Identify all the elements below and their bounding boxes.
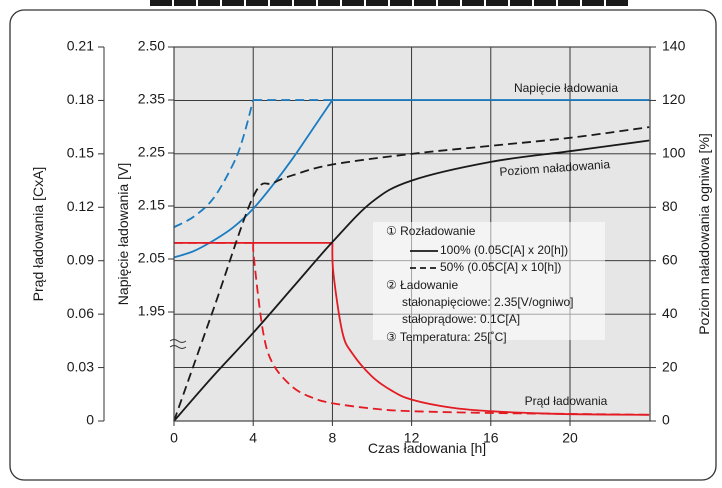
tick-label-x: 8 (329, 430, 337, 446)
tick-label-current: 0.03 (67, 358, 94, 374)
tick-label-capacity: 0 (662, 412, 670, 428)
tick-label-voltage: 2.25 (138, 144, 165, 160)
tick-label-capacity: 100 (662, 145, 686, 161)
legend-item: 50% (0.05C[A] x 10[h]) (440, 260, 561, 274)
tick-label-current: 0 (86, 412, 94, 428)
series-layer (173, 99, 650, 422)
tick-label-voltage: 2.35 (138, 91, 165, 107)
tick-label-capacity: 60 (662, 251, 678, 267)
tick-label-voltage: 2.50 (138, 38, 165, 54)
legend-item: ③ Temperatura: 25[˚C] (386, 330, 507, 344)
tick-label-current: 0.21 (67, 38, 94, 54)
series-label-current: Prąd ładowania (525, 394, 608, 408)
tick-label-capacity: 40 (662, 305, 678, 321)
series-line-left_outer-50pct (174, 241, 650, 416)
tick-label-voltage: 2.15 (138, 197, 165, 213)
tick-label-capacity: 20 (662, 358, 678, 374)
axes-layer: 0.21 0.18 0.15 0.12 0.09 0.06 0.03 0 2.50 2.35 2.2… (67, 38, 686, 446)
tick-label-x: 4 (249, 430, 257, 446)
legend: ① Rozładowanie 100% (0.05C[A] x 20[h]) 50%… (386, 224, 573, 344)
legend-item: ① Rozładowanie (386, 224, 476, 238)
tick-label-current: 0.09 (67, 251, 94, 267)
axis-break-mark (169, 339, 187, 349)
y-axis-title-current: Prąd ładowania [CxA] (30, 167, 46, 302)
tick-label-voltage: 2.05 (138, 250, 165, 266)
y-axis-title-voltage: Napięcie ładowania [V] (115, 163, 131, 305)
tick-label-x: 12 (404, 430, 420, 446)
y-axis-title-capacity: Poziom naładowania ogniwa [%] (696, 133, 712, 335)
legend-item: 100% (0.05C[A] x 20[h]) (440, 243, 568, 257)
series-line-left_inner-50pct (173, 99, 333, 228)
tick-label-current: 0.15 (67, 145, 94, 161)
tick-label-capacity: 80 (662, 198, 678, 214)
tick-label-x: 0 (170, 430, 178, 446)
legend-item: stałoprądowe: 0.1C[A] (402, 312, 520, 326)
series-line-right-50pct (173, 126, 650, 422)
legend-item: stałonapięciowe: 2.35[V/ogniwo] (402, 295, 573, 309)
tick-label-current: 0.06 (67, 305, 94, 321)
series-label-voltage: Napięcie ładowania (514, 81, 618, 95)
tick-label-capacity: 140 (662, 38, 686, 54)
series-line-left_inner-100pct (173, 99, 650, 259)
tick-label-voltage: 1.95 (138, 303, 165, 319)
tick-label-capacity: 120 (662, 91, 686, 107)
tick-label-x: 20 (562, 430, 578, 446)
series-line-right-100pct (173, 139, 650, 422)
tick-label-x: 16 (483, 430, 499, 446)
cropped-heading: ▬▬▬▬▬▬▬▬▬▬▬▬▬▬▬▬▬▬▬▬ (150, 0, 722, 6)
x-axis-title: Czas ładowania [h] (368, 440, 486, 456)
tick-label-current: 0.12 (67, 198, 94, 214)
tick-label-current: 0.18 (67, 91, 94, 107)
legend-item: ② Ładowanie (386, 278, 458, 292)
legend-backdrop (373, 222, 605, 340)
